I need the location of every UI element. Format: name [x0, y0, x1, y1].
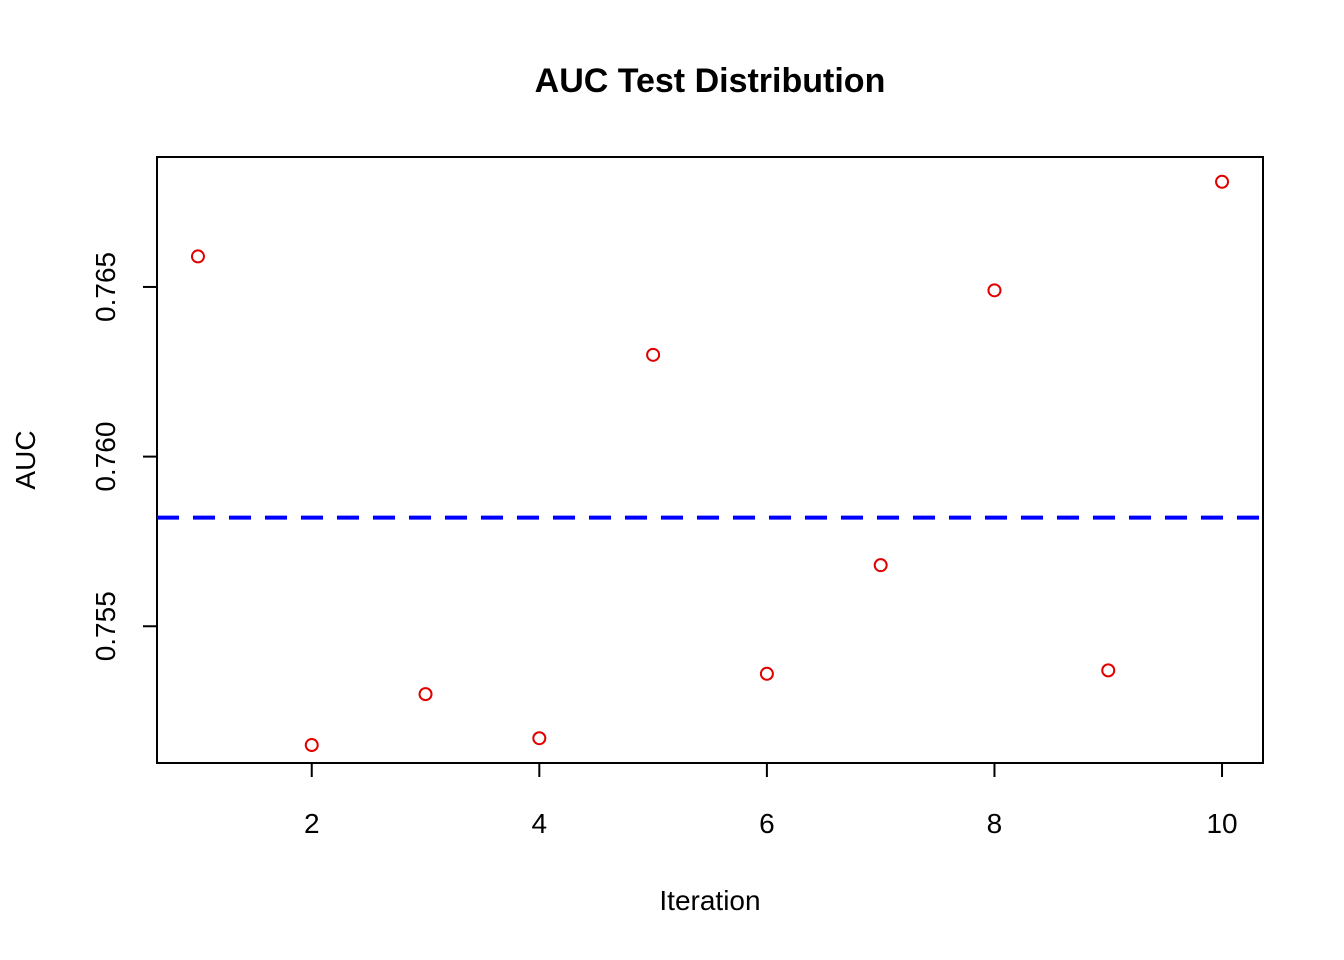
x-tick-label: 2	[304, 808, 320, 839]
y-tick-label: 0.760	[90, 422, 121, 492]
x-axis-label: Iteration	[659, 885, 760, 916]
x-tick-label: 10	[1206, 808, 1237, 839]
x-tick-label: 6	[759, 808, 775, 839]
data-point	[418, 687, 433, 702]
data-point	[646, 347, 661, 362]
data-point	[532, 731, 547, 746]
data-point	[1215, 174, 1230, 189]
x-tick-label: 4	[532, 808, 548, 839]
data-points	[190, 174, 1230, 753]
data-point	[190, 249, 205, 264]
x-tick-label: 8	[987, 808, 1003, 839]
y-tick-label: 0.755	[90, 591, 121, 661]
y-axis: 0.755 0.760 0.765	[90, 252, 157, 661]
data-point	[759, 666, 774, 681]
y-tick-label: 0.765	[90, 252, 121, 322]
chart-title: AUC Test Distribution	[535, 62, 886, 100]
data-point	[873, 558, 888, 573]
data-point	[1101, 663, 1116, 678]
y-axis-label: AUC	[10, 430, 41, 489]
data-point	[304, 738, 319, 753]
data-point	[987, 283, 1002, 298]
x-axis: 2 4 6 8 10	[304, 763, 1238, 839]
plot-frame	[156, 156, 1264, 764]
